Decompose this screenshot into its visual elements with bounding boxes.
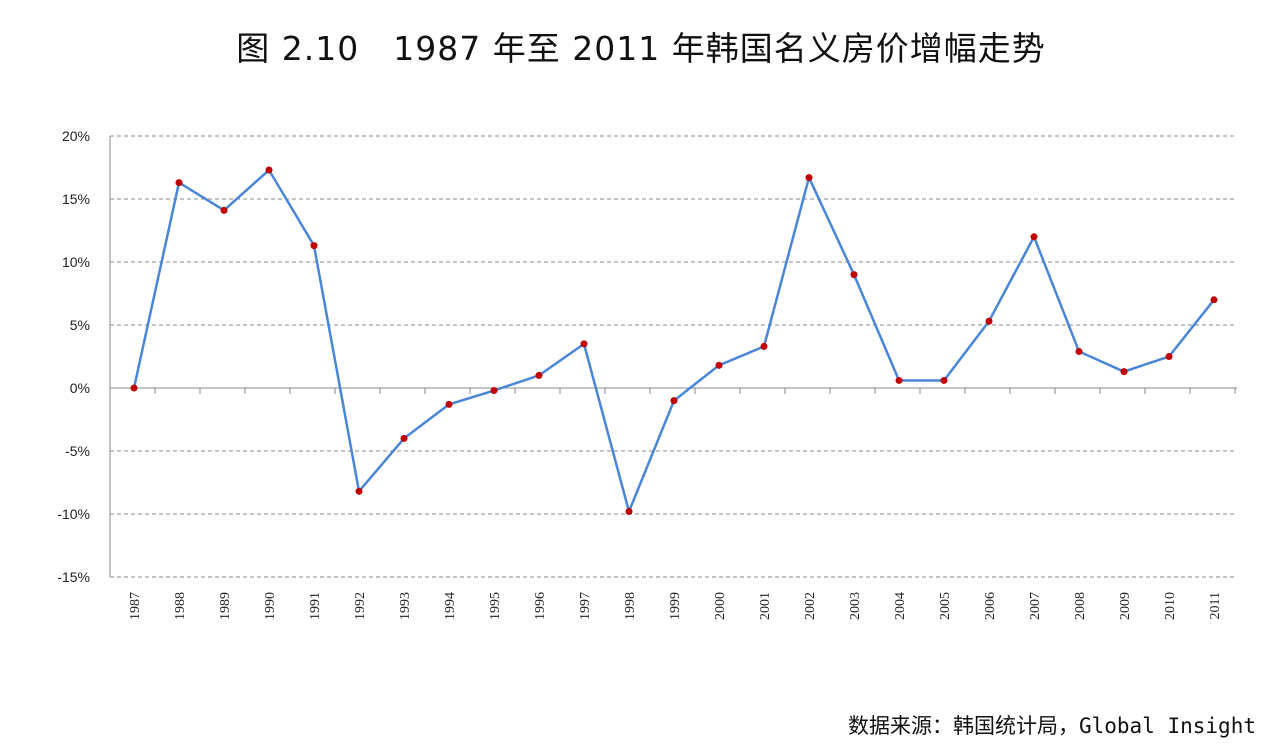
data-point (1165, 353, 1173, 360)
x-tick-label: 1990 (263, 592, 278, 620)
data-point (760, 342, 768, 350)
y-tick-label: -5% (65, 443, 90, 459)
x-tick-label: 1995 (488, 592, 503, 620)
x-tick-label: 1988 (173, 592, 188, 620)
data-point (445, 400, 453, 408)
data-point (1030, 233, 1038, 241)
data-point (805, 174, 813, 182)
data-point (535, 371, 543, 379)
x-tick-label: 2010 (1163, 592, 1178, 620)
data-point (220, 206, 228, 214)
x-tick-label: 2004 (893, 592, 908, 620)
data-source-note: 数据来源：韩国统计局，Global Insight (847, 714, 1256, 738)
x-tick-label: 2006 (983, 592, 998, 620)
x-tick-label: 1994 (443, 592, 458, 620)
data-point (670, 397, 678, 405)
x-tick-label: 1992 (353, 592, 368, 620)
y-tick-label: 0% (70, 380, 90, 396)
x-tick-label: 1991 (308, 592, 323, 620)
series-line (132, 168, 1215, 516)
y-tick-label: 15% (62, 191, 90, 207)
x-tick-label: 2001 (758, 592, 773, 620)
data-point (400, 434, 408, 442)
x-tick-label: 2007 (1028, 592, 1043, 620)
x-tick-label: 1998 (623, 592, 638, 620)
y-tick-label: 10% (62, 254, 90, 270)
data-point (175, 179, 183, 187)
data-point (1210, 296, 1218, 304)
x-tick-label: 2003 (848, 592, 863, 620)
data-point (355, 487, 363, 495)
x-tick-label: 2011 (1208, 592, 1223, 619)
x-tick-label: 1987 (128, 592, 143, 620)
chart-title: 图 2.10 1987 年至 2011 年韩国名义房价增幅走势 (236, 29, 1046, 68)
x-tick-label: 1993 (398, 592, 413, 620)
y-tick-label: 20% (62, 128, 90, 144)
data-point (850, 271, 858, 279)
data-point (1120, 368, 1128, 376)
data-point (310, 242, 318, 250)
data-point (580, 340, 588, 348)
y-tick-label: 5% (70, 317, 90, 333)
data-point (130, 384, 138, 392)
x-tick-label: 2002 (803, 592, 818, 620)
data-point (625, 507, 633, 515)
y-tick-label: -10% (57, 506, 90, 522)
data-point (895, 376, 903, 384)
x-tick-label: 1997 (578, 592, 593, 620)
x-tick-label: 2000 (713, 592, 728, 620)
x-tick-label: 1999 (668, 592, 683, 620)
data-point (940, 376, 948, 384)
x-tick-label: 1989 (218, 592, 233, 620)
x-tick-label: 2005 (938, 592, 953, 620)
x-tick-label: 1996 (533, 592, 548, 620)
data-point (985, 317, 993, 325)
data-point (265, 166, 273, 174)
x-tick-label: 2008 (1073, 592, 1088, 620)
data-point (715, 361, 723, 369)
data-point (490, 387, 498, 395)
x-tick-label: 2009 (1118, 592, 1133, 620)
y-tick-label: -15% (57, 569, 90, 585)
data-point (1075, 347, 1083, 355)
